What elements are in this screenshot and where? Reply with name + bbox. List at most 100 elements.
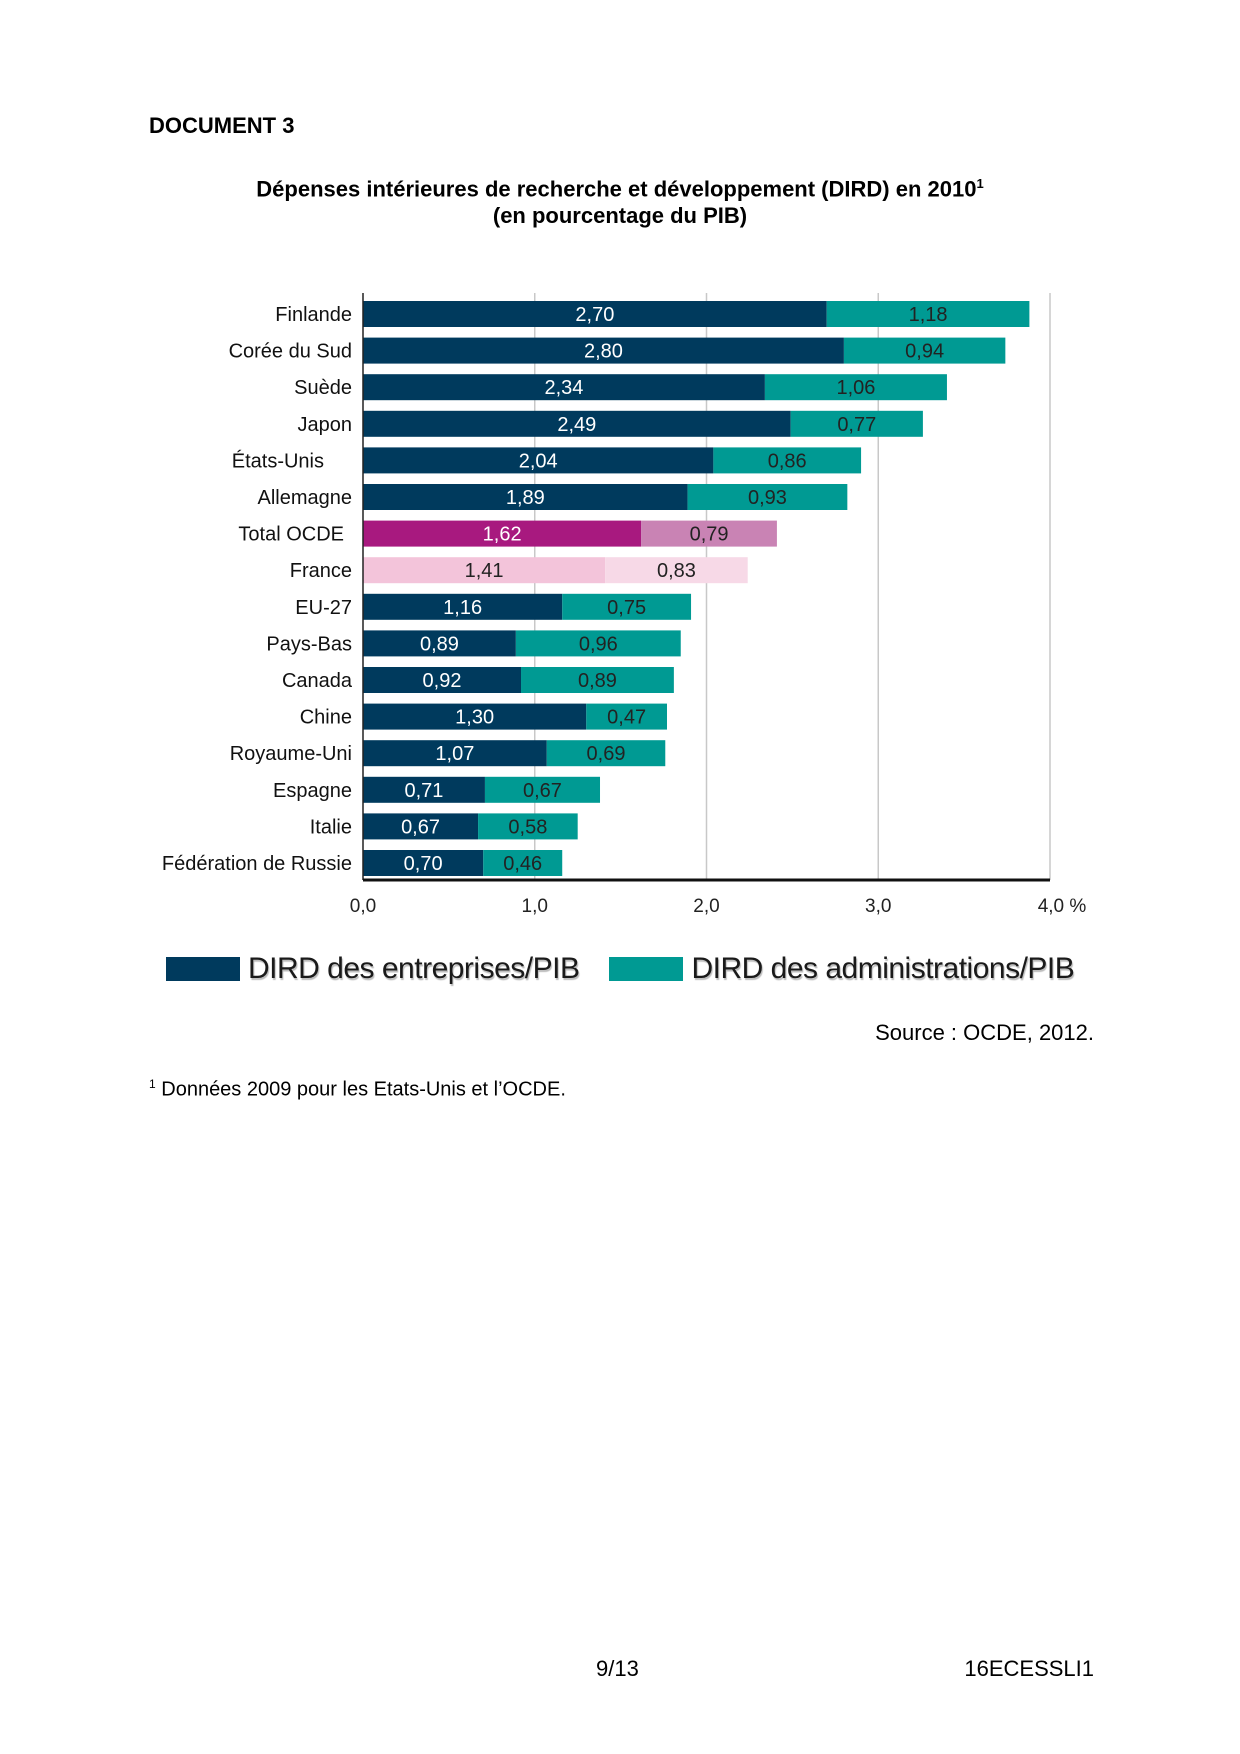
bar-administrations: [843, 337, 1006, 364]
source-note: Source : OCDE, 2012.: [875, 1020, 1094, 1045]
bar-administrations: [764, 374, 947, 401]
footnote: 1 Données 2009 pour les Etats-Unis et l’…: [149, 1077, 566, 1102]
category-label: Corée du Sud: [229, 341, 352, 363]
data-label-entreprises: 1,41: [465, 560, 504, 582]
x-tick-label: 0,0: [350, 896, 376, 917]
legend-item-entreprises: DIRD des entreprises/PIB: [166, 952, 580, 986]
category-label: Japon: [298, 414, 353, 436]
category-label: Chine: [300, 707, 352, 729]
bar-administrations: [687, 484, 848, 510]
data-label-administrations: 0,86: [768, 450, 807, 472]
category-label: Italie: [310, 816, 352, 838]
document-label: DOCUMENT 3: [149, 113, 295, 138]
data-label-administrations: 0,75: [607, 597, 646, 619]
data-label-administrations: 1,18: [909, 304, 948, 326]
data-label-entreprises: 0,89: [420, 633, 459, 655]
footnote-mark: 1: [149, 1077, 156, 1091]
category-label: Suède: [294, 377, 352, 399]
bars: 2,70 1,18 2,80 0,94 2,34 1,06 2,49 0,77 2,04 0,86…: [363, 301, 1030, 876]
category-label: Pays-Bas: [266, 633, 352, 655]
bar-entreprises: [363, 703, 587, 730]
data-label-entreprises: 1,30: [455, 707, 494, 729]
bar-entreprises: [363, 813, 479, 840]
title-line-1: Dépenses intérieures de recherche et dév…: [256, 176, 977, 202]
bar-entreprises: [363, 410, 791, 437]
bar-entreprises: [363, 630, 516, 657]
legend-label-administrations: DIRD des administrations/PIB: [691, 952, 1075, 985]
bar-administrations: [586, 703, 667, 730]
legend-swatch-entreprises: [166, 957, 240, 981]
category-label: États-Unis: [232, 449, 324, 472]
bar-entreprises: [363, 374, 765, 401]
page-number: 9/13: [596, 1656, 639, 1681]
category-labels: Finlande Corée du Sud Suède Japon États-Unis…: [162, 304, 353, 875]
data-label-entreprises: 1,07: [435, 743, 474, 765]
bar-administrations: [562, 593, 692, 620]
category-label: Allemagne: [257, 487, 352, 509]
category-label: EU-27: [295, 597, 352, 619]
chart-title: Dépenses intérieures de recherche et dév…: [0, 170, 1240, 229]
data-label-administrations: 0,96: [579, 633, 618, 655]
document-code: 16ECESSLI1: [964, 1656, 1094, 1681]
bar-chart: 2,70 1,18 2,80 0,94 2,34 1,06 2,49 0,77 2,04 0,86…: [162, 293, 1087, 917]
data-label-administrations: 0,94: [905, 341, 944, 363]
x-tick-label: 1,0: [522, 896, 548, 917]
bar-entreprises: [363, 740, 547, 767]
bar-administrations: [484, 776, 601, 803]
x-axis: 0,0 1,0 2,0 3,0 4,0 %: [350, 293, 1087, 917]
bar-administrations: [826, 301, 1030, 327]
data-label-administrations: 0,67: [523, 780, 562, 802]
category-label: Fédération de Russie: [162, 853, 352, 875]
data-label-administrations: 1,06: [836, 377, 875, 399]
bar-administrations: [641, 520, 777, 547]
category-label: Total OCDE: [238, 524, 344, 546]
bar-administrations: [483, 850, 563, 876]
bar-administrations: [605, 557, 748, 584]
data-label-entreprises: 1,16: [443, 597, 482, 619]
data-label-entreprises: 0,70: [404, 853, 443, 875]
bar-administrations: [546, 740, 666, 767]
bar-administrations: [713, 447, 862, 474]
data-label-entreprises: 0,67: [401, 816, 440, 838]
data-label-entreprises: 2,04: [519, 450, 558, 472]
x-tick-label: 3,0: [865, 896, 891, 917]
bar-entreprises: [363, 447, 714, 474]
x-tick-label: 4,0 %: [1038, 896, 1087, 917]
title-line-2: (en pourcentage du PIB): [492, 203, 748, 229]
legend-swatch-administrations: [609, 957, 684, 981]
footnote-text: Données 2009 pour les Etats-Unis et l’OC…: [161, 1078, 566, 1101]
legend: DIRD des entreprises/PIB DIRD des admini…: [166, 952, 1104, 986]
data-label-entreprises: 1,89: [506, 487, 545, 509]
title-footnote-mark: 1: [976, 176, 984, 191]
bar-entreprises: [363, 337, 844, 364]
data-label-entreprises: 0,71: [405, 780, 444, 802]
x-tick-label: 2,0: [693, 896, 719, 917]
bar-entreprises: [363, 593, 563, 620]
bar-entreprises: [363, 667, 522, 693]
data-label-administrations: 0,69: [587, 743, 626, 765]
bar-entreprises: [363, 557, 606, 584]
legend-item-administrations: DIRD des administrations/PIB: [609, 952, 1075, 986]
bar-administrations: [515, 630, 681, 657]
category-label: Canada: [282, 670, 353, 692]
data-label-administrations: 0,89: [578, 670, 617, 692]
data-label-administrations: 0,83: [657, 560, 696, 582]
data-label-administrations: 0,93: [748, 487, 787, 509]
data-label-entreprises: 2,34: [544, 377, 583, 399]
data-label-entreprises: 2,49: [557, 414, 596, 436]
data-label-administrations: 0,79: [690, 524, 729, 546]
category-label: Royaume-Uni: [230, 743, 352, 765]
category-label: Finlande: [275, 304, 352, 326]
bar-entreprises: [363, 776, 485, 803]
bar-entreprises: [363, 520, 642, 547]
data-label-entreprises: 2,80: [584, 341, 623, 363]
bar-entreprises: [363, 301, 827, 327]
bar-administrations: [478, 813, 578, 840]
bar-entreprises: [363, 850, 484, 876]
category-label: France: [290, 560, 352, 582]
data-label-administrations: 0,47: [607, 707, 646, 729]
data-label-entreprises: 2,70: [575, 304, 614, 326]
data-label-administrations: 0,58: [508, 816, 547, 838]
bar-entreprises: [363, 484, 688, 510]
data-label-entreprises: 1,62: [483, 524, 522, 546]
